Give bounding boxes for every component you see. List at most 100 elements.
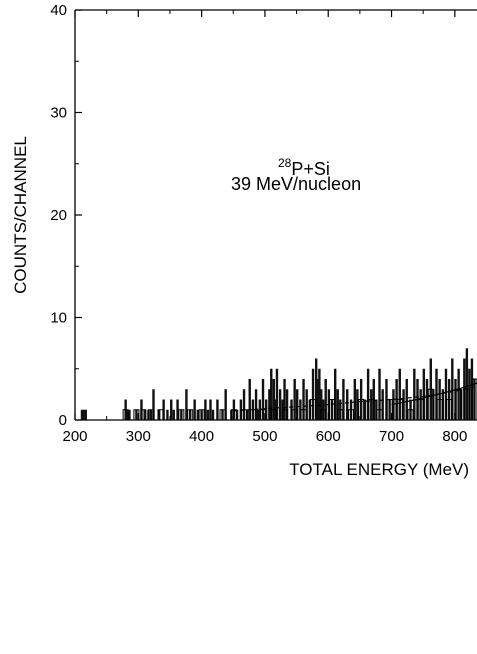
filled-histogram-bar xyxy=(135,409,138,420)
filled-histogram-bar xyxy=(172,409,175,420)
energy-annotation: 39 MeV/nucleon xyxy=(231,174,361,194)
filled-histogram-bar xyxy=(189,409,192,420)
filled-histogram-bar xyxy=(204,399,207,420)
y-tick-label: 30 xyxy=(50,105,67,122)
reaction-annotation: 28P+Si xyxy=(278,156,330,179)
filled-histogram-bar xyxy=(324,379,327,420)
filled-histogram-bar xyxy=(293,379,296,420)
filled-histogram-bar xyxy=(278,389,282,420)
filled-histogram-bar xyxy=(254,389,258,420)
filled-histogram-bar xyxy=(82,409,86,420)
filled-histogram-bar xyxy=(385,379,388,420)
filled-histogram-bar xyxy=(296,389,299,420)
filled-histogram-bar xyxy=(270,368,273,420)
filled-histogram-bar xyxy=(170,399,173,420)
x-tick-label: 300 xyxy=(126,428,151,445)
ticks-layer: 0 10 20 30 40 200 300 400 500 600 700 800 xyxy=(50,2,467,445)
filled-histogram-bar xyxy=(128,409,131,420)
filled-histogram-bar xyxy=(375,399,378,420)
y-axis-title: COUNTS/CHANNEL xyxy=(11,136,30,294)
axes-layer xyxy=(74,9,477,421)
filled-histogram-bar xyxy=(441,389,445,420)
filled-histogram-bar xyxy=(180,409,183,420)
filled-histogram-bar xyxy=(465,348,469,420)
solid-fit-line xyxy=(391,382,477,406)
filled-histogram-bar xyxy=(211,409,215,420)
filled-histogram-bar xyxy=(305,389,308,420)
x-tick-label: 400 xyxy=(189,428,214,445)
filled-histogram-bar xyxy=(353,379,357,420)
mass-number-superscript: 28 xyxy=(278,156,292,170)
filled-histogram-bar xyxy=(316,379,319,420)
filled-histogram-bar xyxy=(336,389,339,420)
filled-histogram-bar xyxy=(176,399,179,420)
x-axis-title: TOTAL ENERGY (MeV) xyxy=(289,460,469,479)
filled-histogram-bar xyxy=(330,399,334,420)
filled-histogram-bar xyxy=(370,389,373,420)
x-tick-label: 800 xyxy=(442,428,467,445)
filled-histogram-bar xyxy=(398,368,401,420)
filled-histogram-bar xyxy=(256,409,260,420)
filled-histogram-bar xyxy=(356,389,359,420)
filled-histogram-bar xyxy=(405,379,408,420)
filled-histogram-bar xyxy=(381,389,384,420)
filled-histogram-bar xyxy=(216,399,219,420)
filled-histogram-bar xyxy=(320,389,323,420)
x-tick-label: 600 xyxy=(316,428,341,445)
filled-histogram-bar xyxy=(166,409,169,420)
filled-histogram-bar xyxy=(185,389,188,420)
filled-histogram-bar xyxy=(311,368,315,420)
y-tick-label: 40 xyxy=(50,2,67,19)
filled-histogram-bar xyxy=(84,409,87,420)
filled-histogram-bar xyxy=(162,399,165,420)
filled-histogram-bar xyxy=(451,358,454,420)
filled-histogram-bar xyxy=(402,389,405,420)
filled-histogram-bar xyxy=(80,409,84,420)
filled-histogram-bar xyxy=(272,379,275,420)
filled-histogram-bar xyxy=(152,389,155,420)
filled-histogram-bar xyxy=(302,379,305,420)
filled-histogram-bar xyxy=(264,399,268,420)
series-layer xyxy=(80,348,477,421)
filled-histogram-bar xyxy=(126,409,129,420)
filled-histogram-bar xyxy=(346,389,349,420)
x-tick-label: 500 xyxy=(252,428,277,445)
filled-histogram-bar xyxy=(149,409,153,420)
filled-histogram-bar xyxy=(285,389,289,420)
filled-histogram-bar xyxy=(258,399,262,420)
filled-histogram-bar xyxy=(299,399,302,420)
filled-histogram-bar xyxy=(290,399,293,420)
filled-histogram-bar xyxy=(388,399,391,420)
filled-histogram-bar xyxy=(425,379,429,420)
filled-histogram-bar xyxy=(422,368,426,420)
filled-histogram-bar xyxy=(363,399,367,420)
filled-histogram-bar xyxy=(157,409,161,420)
filled-histogram-bar xyxy=(242,389,246,420)
filled-histogram-bar xyxy=(193,399,196,420)
filled-histogram-bar xyxy=(457,368,460,420)
filled-histogram-bar xyxy=(196,409,200,420)
filled-histogram-bar xyxy=(143,409,146,420)
filled-histogram-bar xyxy=(245,409,249,420)
filled-histogram-bar xyxy=(318,368,321,420)
filled-histogram-bar xyxy=(327,389,331,420)
filled-histogram-bar xyxy=(444,368,448,420)
x-tick-label: 700 xyxy=(379,428,404,445)
filled-histogram-bar xyxy=(209,399,212,420)
filled-histogram-bar xyxy=(333,368,337,420)
y-tick-label: 20 xyxy=(50,207,67,224)
filled-histogram-bar xyxy=(283,379,286,420)
filled-histogram-bar xyxy=(308,399,312,420)
filled-histogram-bar xyxy=(206,409,210,420)
filled-histogram-bar xyxy=(454,379,457,420)
filled-histogram-bar xyxy=(378,368,381,420)
filled-histogram-bar xyxy=(413,368,416,420)
filled-histogram-bar xyxy=(261,379,265,420)
filled-histogram-bar xyxy=(248,379,251,420)
filled-histogram-bar xyxy=(342,379,345,420)
y-tick-label: 10 xyxy=(50,310,67,327)
filled-histogram-bar xyxy=(235,409,239,420)
filled-histogram-bar xyxy=(268,389,271,420)
filled-histogram-bar xyxy=(419,389,422,420)
